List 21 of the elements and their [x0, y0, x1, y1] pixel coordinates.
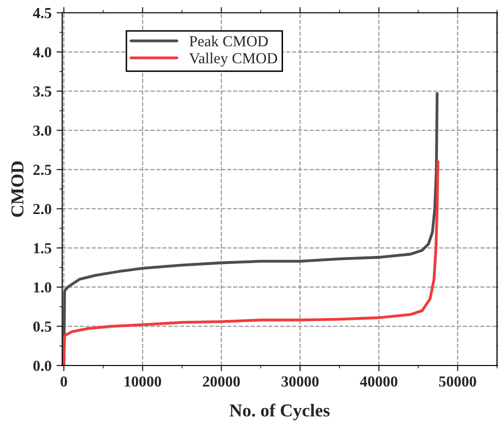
x-tick-label: 50000	[439, 376, 476, 387]
y-tick-label: 0.0	[33, 360, 52, 372]
x-axis-title: No. of Cycles	[230, 404, 330, 420]
legend-label: Valley CMOD	[189, 52, 278, 67]
y-tick-label: 2.0	[33, 204, 52, 214]
legend-label: Peak CMOD	[189, 36, 268, 46]
y-tick-label: 0.5	[33, 321, 52, 332]
x-tick-label: 10000	[124, 376, 162, 387]
y-tick-label: 1.5	[34, 243, 52, 254]
y-tick-label: 4.5	[32, 8, 52, 18]
y-tick-label: 2.5	[33, 164, 52, 176]
x-tick-label: 20000	[202, 376, 240, 387]
y-axis-title: CMOD	[11, 161, 24, 217]
x-tick-label: 40000	[360, 376, 398, 387]
y-tick-label: 1.0	[34, 282, 52, 293]
y-tick-label: 4.0	[32, 47, 52, 58]
y-tick-label: 3.5	[33, 86, 52, 97]
x-tick-label: 30000	[282, 376, 319, 387]
line-series	[62, 160, 440, 366]
x-tick-label: 0	[60, 376, 68, 387]
y-tick-label: 3.0	[33, 125, 52, 136]
